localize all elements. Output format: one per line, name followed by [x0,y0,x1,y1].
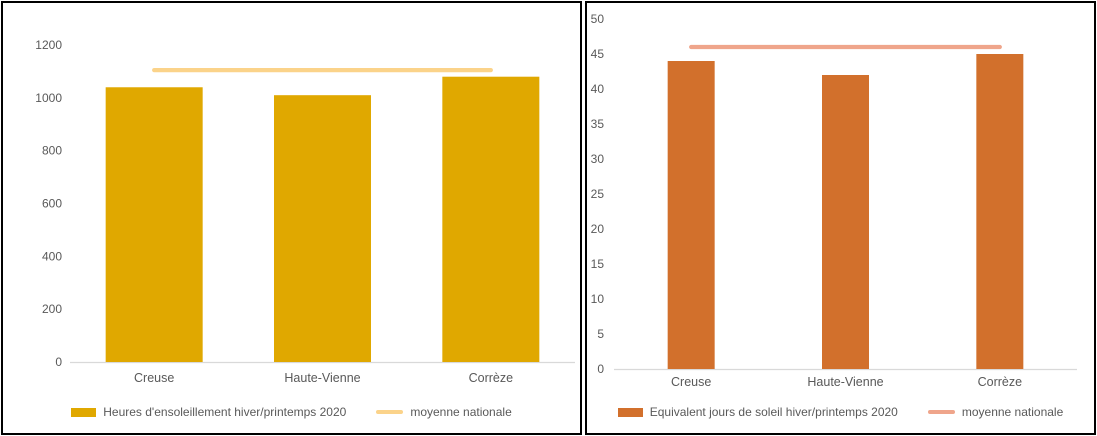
y-axis-tick-label: 800 [42,144,62,158]
bar-1 [274,95,371,363]
y-axis-tick-label: 40 [591,82,605,96]
bar-2 [442,76,540,362]
sun-days-bar-chart: 0 5 10 15 20 25 30 35 40 45 50 Creuse Haute-Vienne Co… [591,12,1077,389]
line-series-legend-label: moyenne nationale [410,405,512,419]
legend-item-line-series: moyenne nationale [927,405,1064,419]
y-axis-tick-label: 0 [55,355,62,369]
x-axis-category-label: Haute-Vienne [807,375,883,389]
bar-series-swatch-icon [617,407,643,417]
x-axis-category-label: Corrèze [978,375,1023,389]
x-axis-category-label: Creuse [134,371,174,385]
y-axis-tick-label: 50 [591,12,605,26]
y-axis-tick-label: 35 [591,117,605,131]
y-axis-tick-label: 200 [42,302,62,316]
x-axis-category-label: Corrèze [469,371,514,385]
x-axis-category-label: Haute-Vienne [284,371,360,385]
bar-2 [976,54,1024,369]
y-axis-tick-label: 45 [591,47,605,61]
bar-0 [667,61,715,369]
y-axis-tick-label: 10 [591,292,605,306]
y-axis-tick-label: 25 [591,187,605,201]
sun-hours-chart-panel: 0 200 400 600 800 1000 1200 Creuse Haute-Vienne C… [1,1,582,435]
sun-hours-bar-chart: 0 200 400 600 800 1000 1200 Creuse Haute-Vienne C… [35,38,575,385]
x-axis-category-label: Creuse [671,375,711,389]
y-axis-tick-label: 400 [42,249,62,263]
y-axis-tick-label: 1000 [35,91,62,105]
line-series-swatch-icon [927,410,955,414]
legend-item-bar-series: Heures d'ensoleillement hiver/printemps … [71,405,346,419]
line-series-swatch-icon [376,410,404,414]
y-axis-tick-label: 600 [42,197,62,211]
bar-series-swatch-icon [71,407,97,417]
sun-days-chart-panel: 0 5 10 15 20 25 30 35 40 45 50 Creuse Haute-Vienne Co… [585,1,1096,435]
y-axis-tick-label: 5 [597,327,604,341]
bar-series-legend-label: Equivalent jours de soleil hiver/printem… [649,405,898,419]
legend-item-line-series: moyenne nationale [376,405,512,419]
bar-series-legend-label: Heures d'ensoleillement hiver/printemps … [103,405,347,419]
line-series-legend-label: moyenne nationale [961,405,1064,419]
y-axis-tick-label: 1200 [35,38,62,52]
bar-1 [822,75,869,369]
sun-days-chart-legend: Equivalent jours de soleil hiver/printem… [587,405,1094,419]
y-axis-tick-label: 0 [597,362,604,376]
bar-0 [105,87,203,363]
sun-hours-chart-legend: Heures d'ensoleillement hiver/printemps … [3,405,580,419]
y-axis-tick-label: 15 [591,257,605,271]
legend-item-bar-series: Equivalent jours de soleil hiver/printem… [617,405,898,419]
y-axis-tick-label: 30 [591,152,605,166]
y-axis-tick-label: 20 [591,222,605,236]
